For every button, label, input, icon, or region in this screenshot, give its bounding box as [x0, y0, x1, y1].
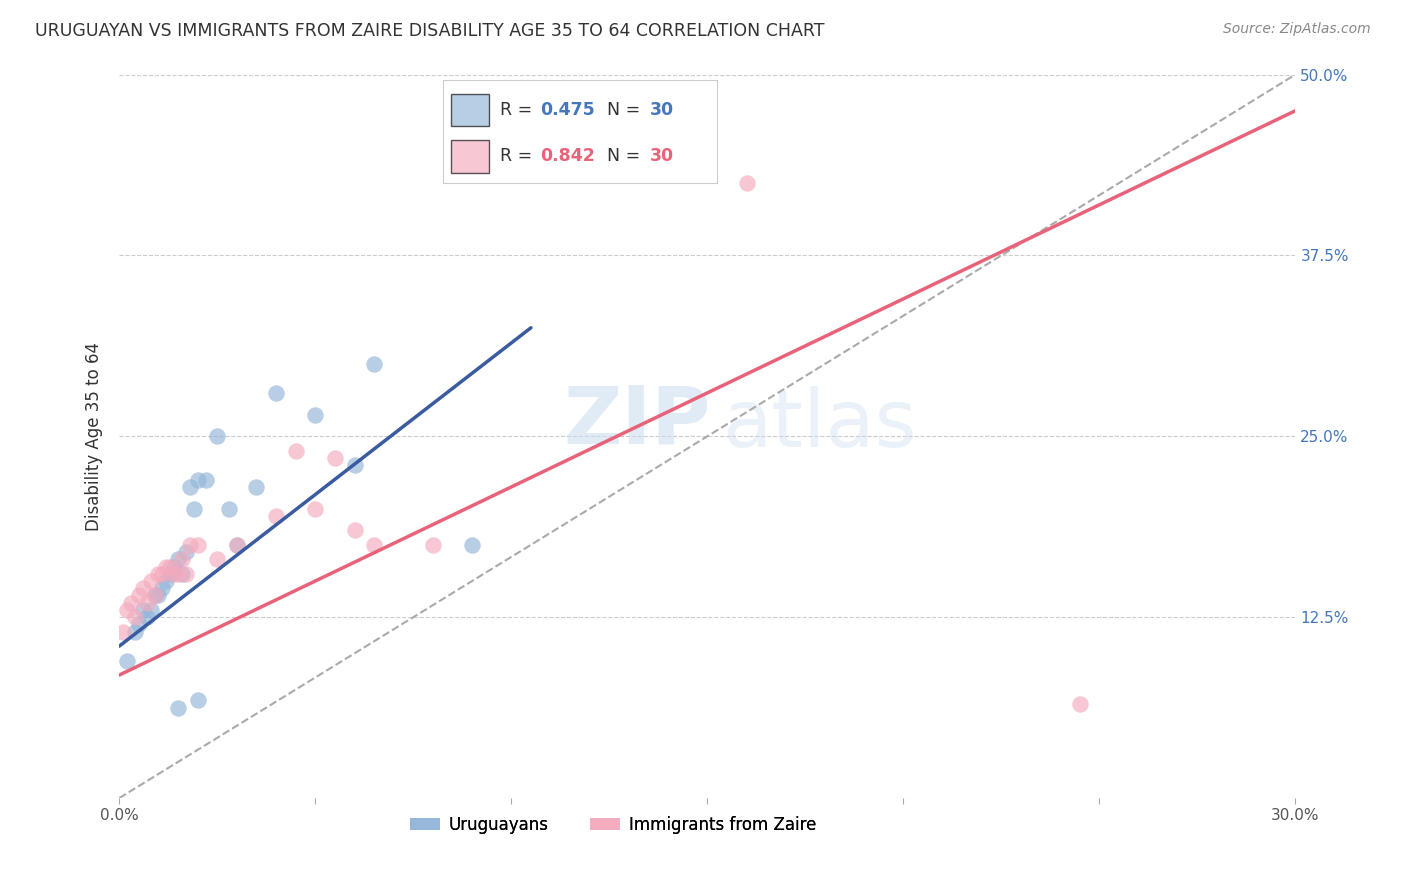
Point: [264, 385, 287, 400]
Point: [148, 566, 170, 581]
Point: [363, 357, 385, 371]
Point: [207, 552, 229, 566]
Point: [735, 176, 758, 190]
Point: [225, 538, 247, 552]
Text: ZIP: ZIP: [564, 383, 710, 461]
Point: [143, 589, 166, 603]
Point: [163, 566, 186, 581]
FancyBboxPatch shape: [451, 94, 489, 127]
Point: [187, 538, 209, 552]
Text: N =: N =: [607, 147, 647, 165]
Point: [163, 559, 186, 574]
Point: [128, 589, 150, 603]
Point: [1069, 697, 1091, 711]
Point: [179, 538, 201, 552]
Text: R =: R =: [501, 147, 538, 165]
Point: [170, 566, 193, 581]
FancyBboxPatch shape: [451, 140, 489, 173]
Point: [167, 701, 190, 715]
Point: [245, 480, 267, 494]
Point: [304, 408, 326, 422]
Point: [363, 538, 385, 552]
Text: N =: N =: [607, 101, 647, 119]
Text: 0.475: 0.475: [540, 101, 595, 119]
Point: [167, 552, 190, 566]
Point: [343, 524, 366, 538]
Y-axis label: Disability Age 35 to 64: Disability Age 35 to 64: [86, 342, 103, 531]
Text: 0.842: 0.842: [540, 147, 595, 165]
Point: [422, 538, 444, 552]
Point: [304, 501, 326, 516]
Point: [155, 559, 177, 574]
Point: [139, 603, 162, 617]
Point: [115, 654, 138, 668]
Point: [343, 458, 366, 473]
Point: [148, 589, 170, 603]
Point: [179, 480, 201, 494]
Point: [124, 624, 146, 639]
Point: [152, 566, 174, 581]
Point: [284, 443, 307, 458]
Text: atlas: atlas: [721, 386, 917, 465]
Point: [159, 566, 181, 581]
Point: [170, 552, 193, 566]
Point: [174, 566, 197, 581]
Point: [128, 617, 150, 632]
Point: [461, 538, 484, 552]
Point: [207, 429, 229, 443]
Point: [174, 545, 197, 559]
Point: [167, 566, 190, 581]
Point: [155, 574, 177, 588]
Point: [187, 473, 209, 487]
Text: 30: 30: [650, 101, 673, 119]
Point: [152, 581, 174, 595]
Text: Source: ZipAtlas.com: Source: ZipAtlas.com: [1223, 22, 1371, 37]
Point: [264, 508, 287, 523]
Point: [225, 538, 247, 552]
Point: [139, 574, 162, 588]
Point: [135, 610, 157, 624]
Point: [115, 603, 138, 617]
Point: [124, 610, 146, 624]
Text: 30: 30: [650, 147, 673, 165]
Point: [218, 501, 240, 516]
Point: [159, 559, 181, 574]
Point: [120, 596, 142, 610]
Text: URUGUAYAN VS IMMIGRANTS FROM ZAIRE DISABILITY AGE 35 TO 64 CORRELATION CHART: URUGUAYAN VS IMMIGRANTS FROM ZAIRE DISAB…: [35, 22, 825, 40]
Point: [135, 596, 157, 610]
Legend: Uruguayans, Immigrants from Zaire: Uruguayans, Immigrants from Zaire: [404, 809, 823, 840]
Text: R =: R =: [501, 101, 538, 119]
Point: [132, 581, 155, 595]
Point: [183, 501, 205, 516]
Point: [194, 473, 217, 487]
Point: [323, 450, 346, 465]
Point: [132, 603, 155, 617]
Point: [187, 692, 209, 706]
Point: [112, 624, 135, 639]
Point: [143, 589, 166, 603]
